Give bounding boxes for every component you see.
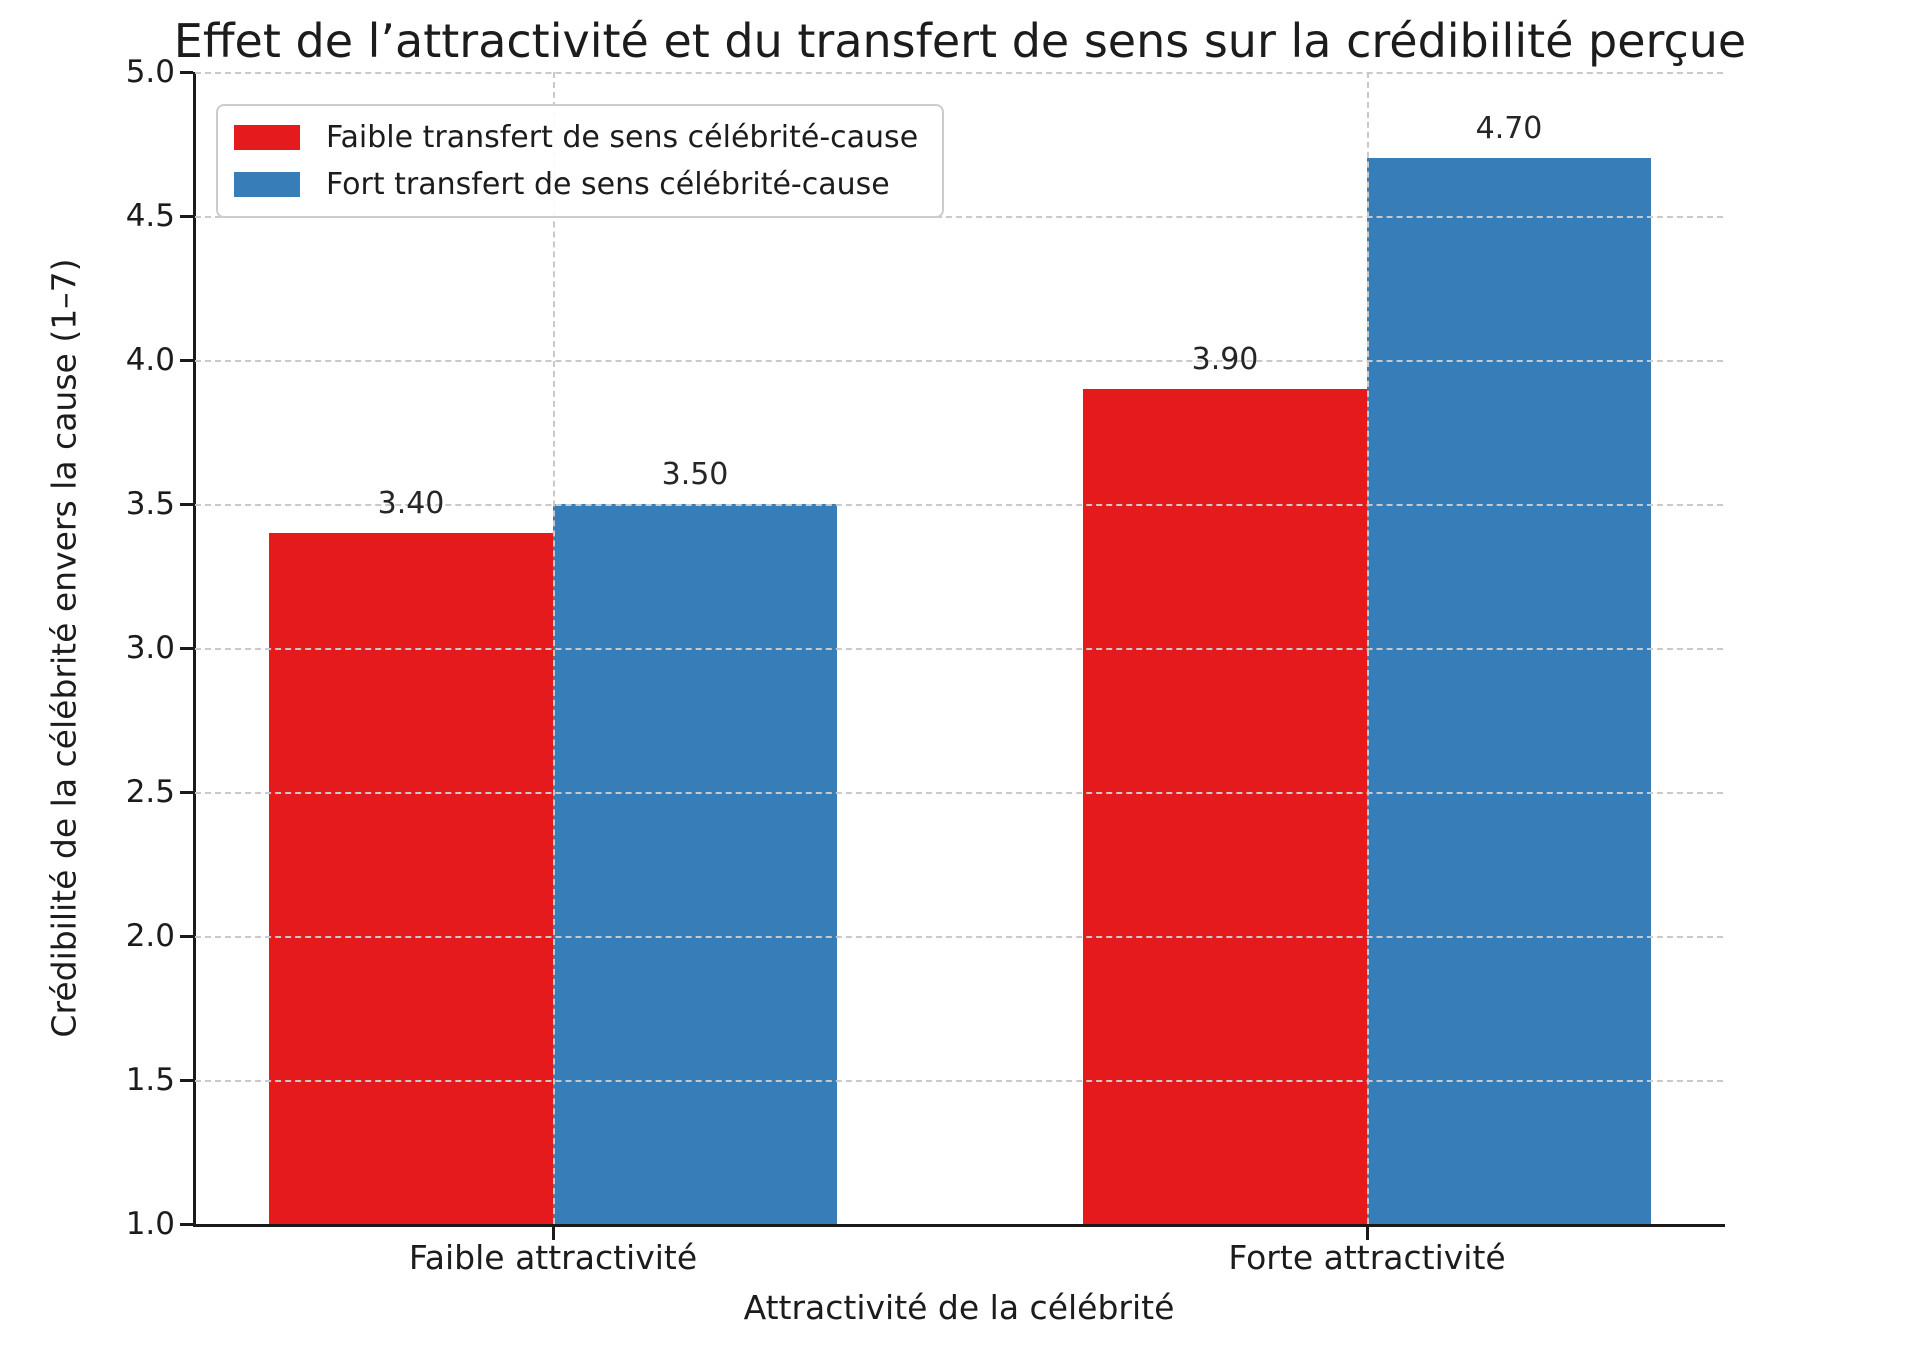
y-tick-mark [180,214,193,218]
y-tick-label: 5.0 [125,54,175,90]
legend-label: Faible transfert de sens célébrité-cause [326,120,919,155]
y-tick-mark [180,646,193,650]
y-gridline [195,936,1723,938]
y-tick-mark [180,502,193,506]
x-gridline [553,72,555,1224]
legend-swatch-red [234,125,300,150]
y-tick-label: 3.5 [125,486,175,522]
y-gridline [195,1080,1723,1082]
y-tick-mark [180,1222,193,1226]
y-tick-label: 1.0 [125,1206,175,1242]
legend-item-faible-transfert: Faible transfert de sens célébrité-cause [234,120,918,155]
y-tick-mark [180,934,193,938]
legend-label: Fort transfert de sens célébrité-cause [326,167,890,202]
chart-title: Effet de l’attractivité et du transfert … [173,14,1747,68]
y-tick-label: 3.0 [125,630,175,666]
y-gridline [195,648,1723,650]
y-gridline [195,72,1723,74]
bar-faible-transfert-forte-attractivite [1083,388,1367,1224]
y-tick-label: 4.5 [125,198,175,234]
y-tick-label: 2.0 [125,918,175,954]
bar-value-label: 3.90 [1191,341,1259,377]
bar-value-label: 3.50 [661,457,729,492]
y-gridline [195,504,1723,506]
x-axis-spine [193,1224,1725,1227]
x-tick-mark [551,1227,555,1240]
x-axis-title: Attractivité de la célébrité [743,1288,1175,1327]
y-tick-mark [180,790,193,794]
y-tick-mark [180,1078,193,1082]
bar-fort-transfert-forte-attractivite [1367,158,1651,1224]
legend-item-fort-transfert: Fort transfert de sens célébrité-cause [234,167,918,202]
bar-fort-transfert-faible-attractivite [553,504,837,1224]
y-gridline [195,792,1723,794]
x-tick-mark [1365,1227,1369,1240]
bar-faible-transfert-faible-attractivite [269,532,553,1224]
y-axis-spine [193,72,196,1227]
bar-value-label: 3.40 [377,485,445,521]
y-gridline [195,216,1723,218]
y-gridline [195,360,1723,362]
x-tick-label: Faible attractivité [408,1238,698,1277]
y-tick-mark [180,358,193,362]
y-tick-mark [180,70,193,74]
x-tick-label: Forte attractivité [1228,1238,1506,1277]
y-tick-label: 4.0 [125,342,175,378]
legend: Faible transfert de sens célébrité-cause… [216,104,945,218]
bar-value-label: 4.70 [1475,111,1543,147]
x-gridline [1367,72,1369,1224]
legend-swatch-blue [234,172,300,197]
plot-area: 1.0 1.5 2.0 2.5 3.0 3.5 4.0 4.5 5.0 Faible attrac… [126,54,1725,1277]
y-axis-title: Crédibilité de la célébrité envers la ca… [44,258,84,1038]
y-tick-label: 1.5 [125,1062,175,1098]
y-tick-label: 2.5 [125,774,175,810]
